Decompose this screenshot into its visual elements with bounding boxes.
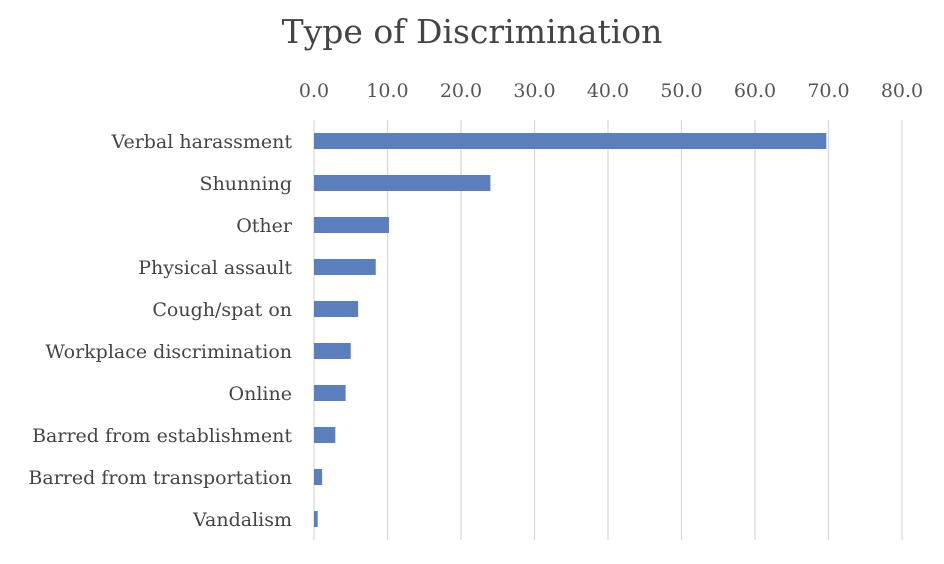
category-label: Vandalism [192,509,292,531]
chart-title: Type of Discrimination [281,12,663,51]
x-tick-label: 70.0 [807,80,849,102]
bars [314,133,827,527]
bar [314,217,389,233]
bar [314,301,359,317]
bar [314,511,318,527]
bar [314,469,323,485]
bar [314,175,491,191]
x-axis-ticks: 0.0 10.0 20.0 30.0 40.0 50.0 60.0 70.0 80.0 [299,80,923,102]
category-label: Shunning [200,173,292,195]
x-tick-label: 30.0 [513,80,555,102]
category-label: Workplace discrimination [45,341,292,363]
category-label: Physical assault [138,257,292,279]
category-label: Cough/spat on [152,299,292,321]
category-label: Verbal harassment [110,131,292,153]
bar [314,259,376,275]
bar [314,427,336,443]
category-label: Other [236,215,293,237]
x-tick-label: 0.0 [299,80,329,102]
x-tick-label: 20.0 [440,80,482,102]
x-tick-label: 60.0 [734,80,776,102]
x-tick-label: 10.0 [366,80,408,102]
bar [314,343,351,359]
category-label: Barred from establishment [32,425,292,447]
x-tick-label: 80.0 [881,80,923,102]
x-tick-label: 50.0 [660,80,702,102]
category-labels: Verbal harassment Shunning Other Physical a… [28,131,293,531]
x-tick-label: 40.0 [587,80,629,102]
bar [314,133,827,149]
bar [314,385,346,401]
category-label: Barred from transportation [28,467,292,489]
category-label: Online [229,383,292,405]
